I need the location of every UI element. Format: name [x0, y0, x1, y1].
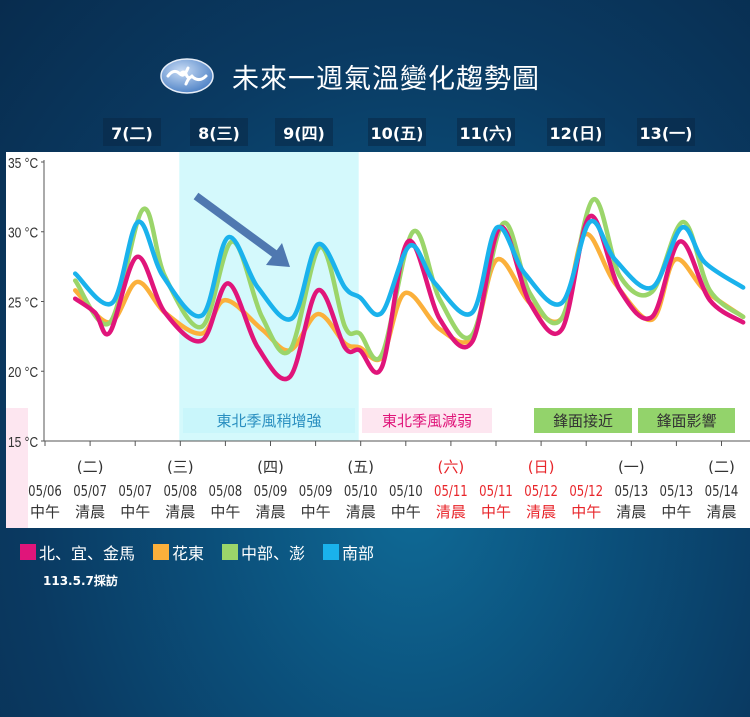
annotation-front-impact: 鋒面影響	[638, 408, 735, 433]
x-weekday-label: (一)	[618, 458, 645, 476]
y-tick-label: 35 °C	[8, 155, 38, 172]
interview-date-note: 113.5.7採訪	[43, 574, 118, 588]
legend-label: 南部	[342, 544, 375, 563]
annotation-monsoon-weakening: 東北季風減弱	[362, 408, 492, 433]
legend-item-east: 花東	[153, 540, 204, 564]
x-time-label: 清晨	[706, 503, 736, 521]
x-time-label: 清晨	[165, 503, 195, 521]
day-label: 9(四)	[275, 118, 333, 146]
cwa-logo-icon	[160, 58, 214, 94]
legend-swatch	[153, 544, 170, 560]
x-date-label: 05/09	[299, 484, 333, 501]
x-date-label: 05/11	[434, 484, 468, 501]
x-time-label: 中午	[210, 503, 240, 521]
chart-title-bar: 未來一週氣溫變化趨勢圖	[160, 56, 540, 96]
x-time-label: 中午	[661, 503, 691, 521]
x-date-label: 05/08	[209, 484, 243, 501]
x-time-label: 清晨	[75, 503, 105, 521]
arrow-head	[266, 243, 290, 267]
x-weekday-label: (四)	[257, 458, 284, 476]
x-date-label: 05/07	[118, 484, 152, 501]
annotation-monsoon-strengthening: 東北季風稍增強	[183, 408, 355, 433]
x-date-label: 05/11	[479, 484, 513, 501]
day-label: 10(五)	[368, 118, 426, 146]
series-line-2	[72, 197, 746, 362]
annotation-front-approaching: 鋒面接近	[534, 408, 632, 433]
legend-label: 北、宜、金馬	[39, 544, 136, 563]
x-time-label: 清晨	[255, 503, 285, 521]
trend-arrow-icon	[193, 192, 290, 267]
legend: 北、宜、金馬 花東 中部、澎 南部	[20, 540, 374, 564]
highlight-band	[179, 152, 359, 441]
x-date-label: 05/14	[705, 484, 739, 501]
chart-title: 未來一週氣溫變化趨勢圖	[232, 63, 540, 95]
x-time-label: 清晨	[616, 503, 646, 521]
x-time-label: 清晨	[526, 503, 556, 521]
day-label: 13(一)	[637, 118, 695, 146]
x-date-label: 05/10	[344, 484, 378, 501]
chart-panel	[6, 152, 750, 528]
x-date-label: 05/12	[569, 484, 603, 501]
x-time-label: 中午	[481, 503, 511, 521]
x-weekday-label: (六)	[438, 458, 465, 476]
day-label: 12(日)	[547, 118, 605, 146]
day-label: 11(六)	[457, 118, 515, 146]
y-tick-label: 20 °C	[8, 364, 38, 381]
day-label: 8(三)	[190, 118, 248, 146]
x-time-label: 中午	[120, 503, 150, 521]
x-time-label: 中午	[571, 503, 601, 521]
day-label: 7(二)	[103, 118, 161, 146]
x-time-label: 中午	[30, 503, 60, 521]
legend-swatch	[323, 544, 340, 560]
legend-swatch	[222, 544, 239, 560]
x-time-label: 清晨	[436, 503, 466, 521]
series-line-0	[72, 214, 746, 382]
legend-item-south: 南部	[323, 540, 374, 564]
series-line-3	[72, 218, 746, 322]
x-date-label: 05/08	[163, 484, 197, 501]
x-date-label: 05/09	[254, 484, 288, 501]
x-weekday-label: (三)	[167, 458, 194, 476]
legend-label: 中部、澎	[241, 544, 306, 563]
x-date-label: 05/12	[524, 484, 558, 501]
x-time-label: 中午	[301, 503, 331, 521]
x-date-label: 05/06	[28, 484, 62, 501]
x-date-label: 05/13	[660, 484, 694, 501]
x-date-label: 05/13	[614, 484, 648, 501]
legend-label: 花東	[172, 544, 205, 563]
legend-swatch	[20, 544, 36, 560]
x-weekday-label: (二)	[77, 458, 104, 476]
x-time-label: 中午	[391, 503, 421, 521]
pink-band-edge	[6, 408, 28, 528]
y-tick-label: 15 °C	[8, 434, 38, 451]
y-tick-label: 30 °C	[8, 224, 38, 241]
x-date-label: 05/07	[73, 484, 107, 501]
y-tick-label: 25 °C	[8, 294, 38, 311]
x-weekday-label: (二)	[708, 458, 735, 476]
arrow-shaft	[193, 192, 278, 258]
x-weekday-label: (五)	[347, 458, 374, 476]
legend-item-central: 中部、澎	[222, 540, 305, 564]
x-date-label: 05/10	[389, 484, 423, 501]
x-time-label: 清晨	[346, 503, 376, 521]
legend-item-north: 北、宜、金馬	[20, 540, 135, 564]
x-weekday-label: (日)	[528, 458, 555, 476]
